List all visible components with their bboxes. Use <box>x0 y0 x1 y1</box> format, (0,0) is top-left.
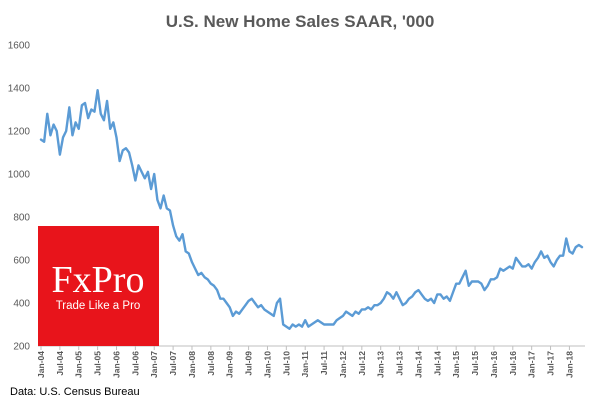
x-tick-label: Jan-12 <box>338 351 348 378</box>
x-tick-label: Jan-05 <box>74 351 84 378</box>
x-tick-label: Jan-15 <box>451 351 461 378</box>
x-tick-label: Jan-16 <box>489 351 499 378</box>
x-tick-label: Jul-16 <box>508 351 518 376</box>
x-tick-label: Jan-08 <box>187 351 197 378</box>
x-tick-label: Jan-10 <box>262 351 272 378</box>
logo-brand: FxPro <box>52 259 145 301</box>
x-tick-label: Jan-14 <box>413 351 423 378</box>
x-tick-label: Jan-11 <box>300 351 310 378</box>
x-tick-label: Jul-14 <box>432 351 442 376</box>
x-tick-label: Jul-12 <box>357 351 367 376</box>
y-tick-label: 1200 <box>8 127 31 138</box>
fxpro-logo: FxPro Trade Like a Pro <box>38 226 159 346</box>
x-tick-label: Jul-06 <box>130 351 140 376</box>
x-tick-label: Jan-09 <box>225 351 235 378</box>
x-tick-label: Jan-04 <box>36 351 46 378</box>
logo-background <box>38 226 159 346</box>
series-line-new-home-sales <box>39 88 584 330</box>
logo-tagline: Trade Like a Pro <box>56 300 141 312</box>
x-tick-label: Jul-15 <box>470 351 480 376</box>
x-tick-label: Jan-18 <box>564 351 574 378</box>
y-tick-label: 1400 <box>8 84 31 95</box>
x-tick-label: Jan-06 <box>111 351 121 378</box>
data-source-note: Data: U.S. Census Bureau <box>10 386 140 398</box>
x-tick-label: Jan-13 <box>376 351 386 378</box>
x-tick-label: Jul-07 <box>168 351 178 376</box>
x-axis: Jan-04 Jul-04 Jan-05 Jul-05 Jan-06 Jul-06 Jan-… <box>36 346 574 378</box>
x-tick-label: Jul-09 <box>244 351 254 376</box>
x-tick-label: Jan-17 <box>527 351 537 378</box>
y-axis: 200 400 600 800 1000 1200 1400 1600 <box>8 41 31 353</box>
x-tick-label: Jul-10 <box>281 351 291 376</box>
x-tick-label: Jul-05 <box>93 351 103 376</box>
y-tick-label: 600 <box>13 256 30 267</box>
y-tick-label: 1600 <box>8 41 31 52</box>
y-tick-label: 1000 <box>8 170 31 181</box>
chart-title: U.S. New Home Sales SAAR, '000 <box>166 12 435 31</box>
x-tick-label: Jul-08 <box>206 351 216 376</box>
y-tick-label: 200 <box>13 342 30 353</box>
y-tick-label: 800 <box>13 213 30 224</box>
y-tick-label: 400 <box>13 299 30 310</box>
x-tick-label: Jan-07 <box>149 351 159 378</box>
x-tick-label: Jul-04 <box>55 351 65 376</box>
x-tick-label: Jul-17 <box>546 351 556 376</box>
x-tick-label: Jul-11 <box>319 351 329 375</box>
x-tick-label: Jul-13 <box>395 351 405 376</box>
